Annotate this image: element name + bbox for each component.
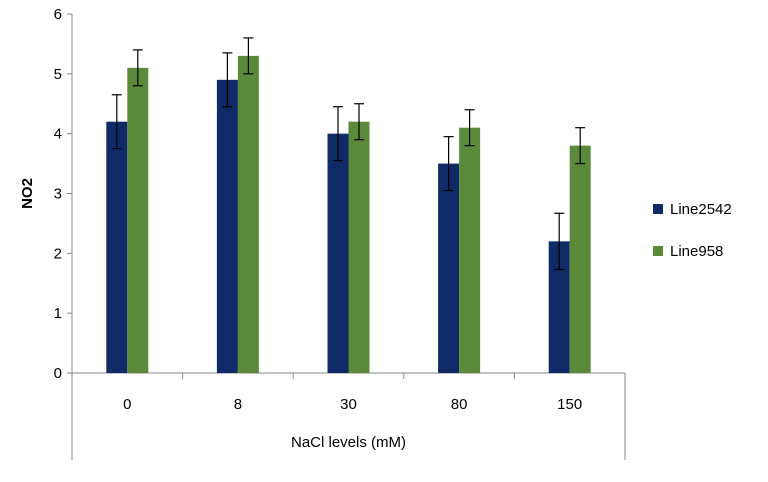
y-tick-label: 5 xyxy=(54,66,62,83)
y-tick-label: 6 xyxy=(54,6,62,23)
legend-label: Line958 xyxy=(670,243,723,260)
x-tick-label: 30 xyxy=(340,396,357,413)
y-tick-label: 4 xyxy=(54,126,62,143)
bar-line958-8 xyxy=(237,55,259,374)
labels-layer: 0 1 2 3 4 5 6 NO2 0 8 30 80 150 NaCl levels (mM) xyxy=(19,6,582,451)
x-tick-label: 0 xyxy=(123,396,131,413)
bar-line2542-150 xyxy=(548,241,570,373)
legend-swatch xyxy=(653,204,663,214)
bar-line958-80 xyxy=(459,127,481,373)
bar-line2542-8 xyxy=(216,79,238,374)
x-tick-label: 8 xyxy=(234,396,242,413)
bar-line2542-0 xyxy=(106,121,128,373)
bar-line958-30 xyxy=(348,121,370,373)
legend-swatch xyxy=(653,246,663,256)
bars-layer xyxy=(106,55,591,374)
y-tick-label: 2 xyxy=(54,245,62,262)
y-axis-label: NO2 xyxy=(19,178,36,209)
x-tick-label: 150 xyxy=(557,396,582,413)
bar-line2542-30 xyxy=(327,133,349,373)
error-bars-layer xyxy=(111,37,586,271)
y-tick-label: 1 xyxy=(54,305,62,322)
legend-label: Line2542 xyxy=(670,201,732,218)
axes-layer xyxy=(67,13,626,460)
x-axis-label: NaCl levels (mM) xyxy=(291,434,406,451)
bar-line958-0 xyxy=(127,67,149,373)
bar-line958-150 xyxy=(569,145,591,373)
y-tick-label: 0 xyxy=(54,365,62,382)
legend: Line2542 Line958 xyxy=(653,201,732,260)
bar-line2542-80 xyxy=(438,163,460,373)
y-tick-label: 3 xyxy=(54,186,62,203)
x-tick-label: 80 xyxy=(451,396,468,413)
